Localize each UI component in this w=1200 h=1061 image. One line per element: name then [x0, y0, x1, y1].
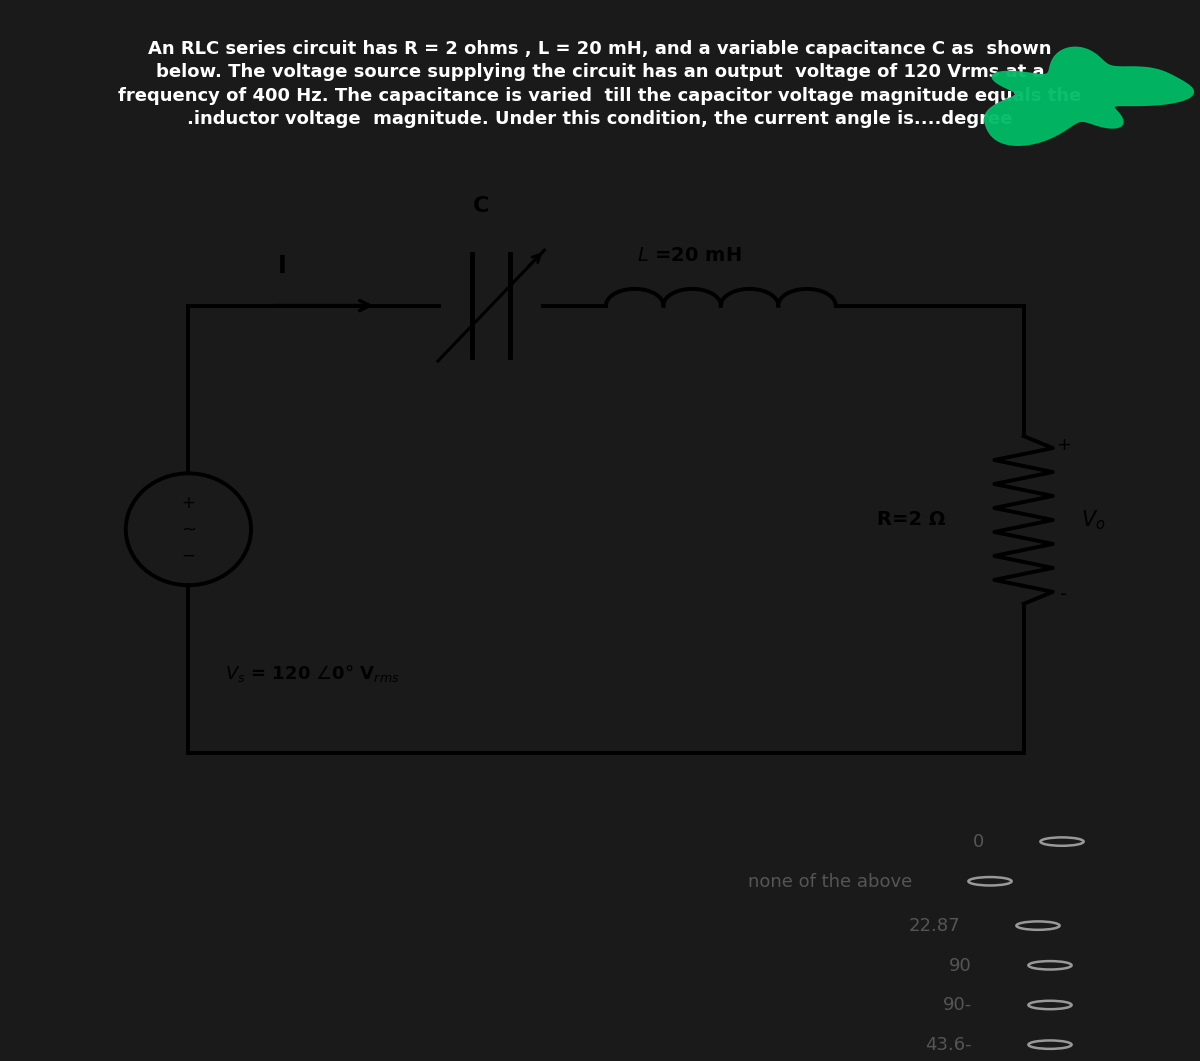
Text: An RLC series circuit has R = 2 ohms , L = 20 mH, and a variable capacitance C a: An RLC series circuit has R = 2 ohms , L…: [119, 39, 1081, 128]
Text: −: −: [181, 546, 196, 564]
Text: none of the above: none of the above: [748, 872, 912, 890]
Text: 90-: 90-: [943, 996, 972, 1014]
Text: 22.87: 22.87: [908, 917, 960, 935]
Text: ~: ~: [181, 520, 196, 538]
Text: R=2 Ω: R=2 Ω: [877, 510, 946, 529]
Polygon shape: [985, 48, 1193, 145]
Text: C: C: [473, 196, 488, 216]
Text: 43.6-: 43.6-: [925, 1036, 972, 1054]
Text: +: +: [1056, 436, 1070, 454]
Text: $V_s$ = 120 $\angle$0° V$_{rms}$: $V_s$ = 120 $\angle$0° V$_{rms}$: [224, 663, 400, 684]
Text: I: I: [278, 254, 287, 278]
Text: $V_o$: $V_o$: [1081, 508, 1105, 532]
Text: +: +: [181, 494, 196, 512]
Text: -: -: [1060, 585, 1067, 604]
Text: $L$ =20 mH: $L$ =20 mH: [637, 246, 742, 265]
Text: 90: 90: [949, 957, 972, 975]
Text: 0: 0: [973, 833, 984, 851]
